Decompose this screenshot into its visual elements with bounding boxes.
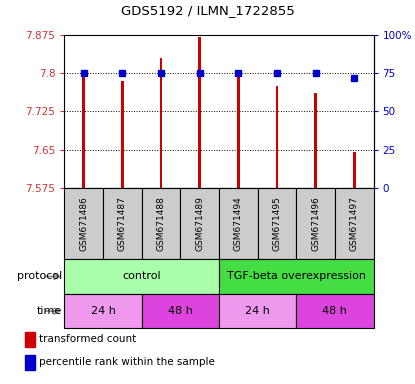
Bar <box>353 152 356 188</box>
Text: 48 h: 48 h <box>168 306 193 316</box>
Text: 48 h: 48 h <box>322 306 347 316</box>
Bar <box>276 86 278 188</box>
Text: GDS5192 / ILMN_1722855: GDS5192 / ILMN_1722855 <box>121 4 294 17</box>
Bar <box>24 354 35 370</box>
Bar <box>64 294 142 328</box>
Bar <box>24 332 35 347</box>
Text: control: control <box>122 271 161 281</box>
Bar <box>160 58 162 188</box>
Bar <box>296 188 335 259</box>
Text: GSM671494: GSM671494 <box>234 196 243 251</box>
Text: TGF-beta overexpression: TGF-beta overexpression <box>227 271 366 281</box>
Text: GSM671488: GSM671488 <box>156 196 166 251</box>
Text: GSM671489: GSM671489 <box>195 196 204 251</box>
Bar <box>335 188 374 259</box>
Text: 24 h: 24 h <box>90 306 115 316</box>
Bar <box>314 93 317 188</box>
Bar <box>142 294 219 328</box>
Bar <box>296 294 374 328</box>
Bar <box>219 294 296 328</box>
Text: transformed count: transformed count <box>39 334 136 344</box>
Text: percentile rank within the sample: percentile rank within the sample <box>39 358 215 367</box>
Bar <box>121 81 124 188</box>
Text: GSM671487: GSM671487 <box>118 196 127 251</box>
Text: time: time <box>37 306 62 316</box>
Bar <box>198 37 201 188</box>
Text: GSM671496: GSM671496 <box>311 196 320 251</box>
Text: 24 h: 24 h <box>245 306 270 316</box>
Text: protocol: protocol <box>17 271 62 281</box>
Bar <box>237 76 239 188</box>
Bar <box>219 188 258 259</box>
Text: GSM671497: GSM671497 <box>350 196 359 251</box>
Bar <box>103 188 142 259</box>
Bar <box>258 188 296 259</box>
Bar <box>82 73 85 188</box>
Text: GSM671495: GSM671495 <box>272 196 281 251</box>
Bar <box>142 188 180 259</box>
Bar <box>64 188 103 259</box>
Text: GSM671486: GSM671486 <box>79 196 88 251</box>
Bar <box>219 259 374 294</box>
Bar <box>180 188 219 259</box>
Bar <box>64 259 219 294</box>
